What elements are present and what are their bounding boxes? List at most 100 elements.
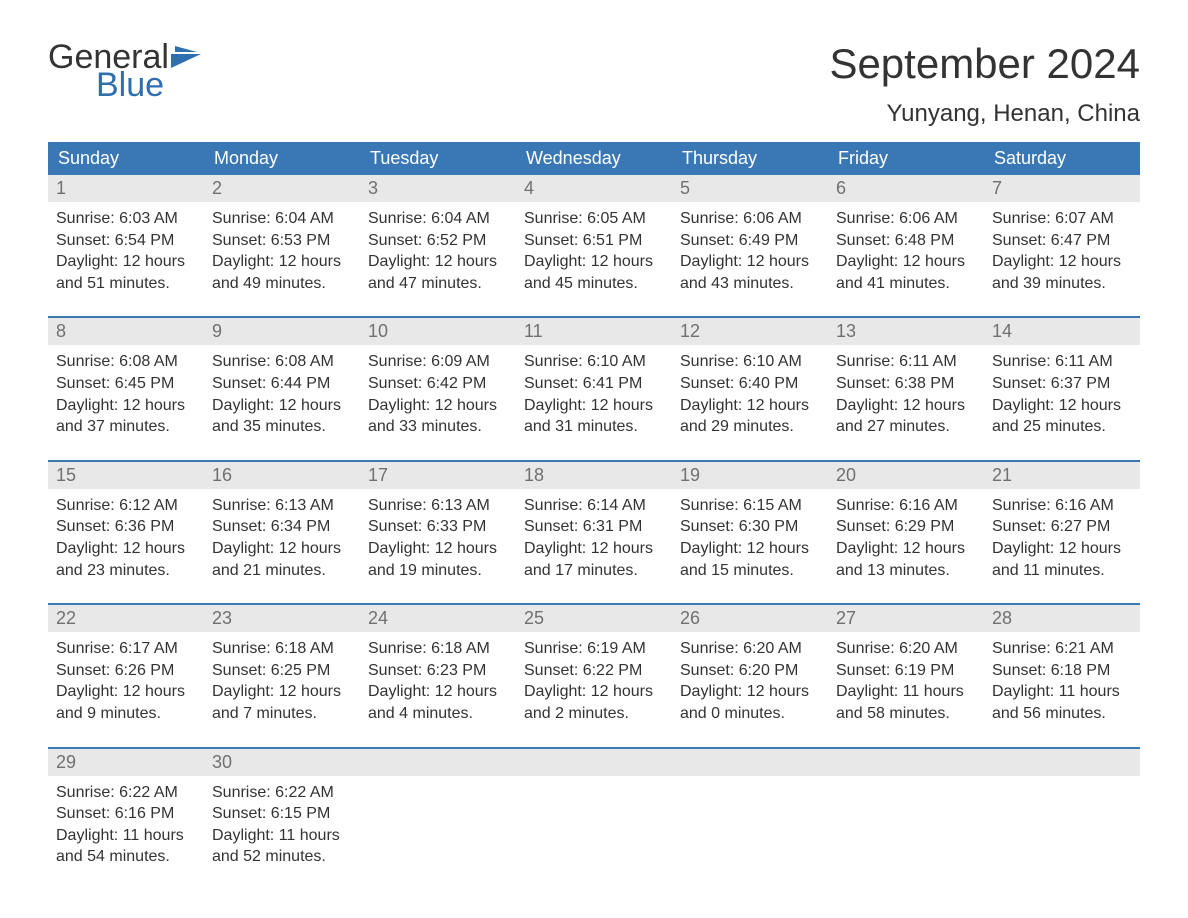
day-detail-line: Daylight: 11 hours [836,681,976,703]
day-detail-line: Daylight: 12 hours [56,538,196,560]
weekday-header: Sunday [48,142,204,175]
day-detail-line: and 39 minutes. [992,273,1132,295]
logo-word-2: Blue [96,68,201,102]
day-detail-line: Sunset: 6:25 PM [212,660,352,682]
day-detail-line: Daylight: 12 hours [368,681,508,703]
calendar-day-cell: 1Sunrise: 6:03 AMSunset: 6:54 PMDaylight… [48,175,204,302]
calendar-day-cell: 7Sunrise: 6:07 AMSunset: 6:47 PMDaylight… [984,175,1140,302]
calendar-day-cell: 5Sunrise: 6:06 AMSunset: 6:49 PMDaylight… [672,175,828,302]
calendar-day-cell: 25Sunrise: 6:19 AMSunset: 6:22 PMDayligh… [516,605,672,732]
calendar-day-cell: 9Sunrise: 6:08 AMSunset: 6:44 PMDaylight… [204,318,360,445]
day-number: 8 [48,318,204,345]
day-detail-line: Sunrise: 6:17 AM [56,638,196,660]
day-detail-line: Sunset: 6:44 PM [212,373,352,395]
day-detail-line: and 35 minutes. [212,416,352,438]
day-details: Sunrise: 6:22 AMSunset: 6:16 PMDaylight:… [48,776,204,868]
day-number: 28 [984,605,1140,632]
day-detail-line: Sunset: 6:16 PM [56,803,196,825]
day-detail-line: and 29 minutes. [680,416,820,438]
day-details: Sunrise: 6:21 AMSunset: 6:18 PMDaylight:… [984,632,1140,724]
day-number: 15 [48,462,204,489]
day-detail-line: Sunrise: 6:20 AM [680,638,820,660]
day-detail-line: Daylight: 12 hours [524,681,664,703]
day-number [360,749,516,776]
day-detail-line: Sunrise: 6:08 AM [212,351,352,373]
day-detail-line: and 13 minutes. [836,560,976,582]
day-number: 20 [828,462,984,489]
day-detail-line: and 51 minutes. [56,273,196,295]
day-detail-line: Sunrise: 6:16 AM [992,495,1132,517]
day-detail-line: Daylight: 12 hours [680,538,820,560]
day-number: 2 [204,175,360,202]
weekday-header: Friday [828,142,984,175]
day-detail-line: Sunrise: 6:18 AM [212,638,352,660]
day-number: 25 [516,605,672,632]
day-details: Sunrise: 6:10 AMSunset: 6:41 PMDaylight:… [516,345,672,437]
day-number: 23 [204,605,360,632]
day-number: 1 [48,175,204,202]
calendar-day-cell: 17Sunrise: 6:13 AMSunset: 6:33 PMDayligh… [360,462,516,589]
day-details: Sunrise: 6:05 AMSunset: 6:51 PMDaylight:… [516,202,672,294]
day-number: 29 [48,749,204,776]
day-detail-line: Sunset: 6:53 PM [212,230,352,252]
day-detail-line: Sunrise: 6:15 AM [680,495,820,517]
calendar-day-cell [828,749,984,876]
day-detail-line: Sunset: 6:20 PM [680,660,820,682]
day-detail-line: and 33 minutes. [368,416,508,438]
day-detail-line: Daylight: 12 hours [992,251,1132,273]
calendar-week-row: 8Sunrise: 6:08 AMSunset: 6:45 PMDaylight… [48,316,1140,445]
day-number: 16 [204,462,360,489]
day-number: 7 [984,175,1140,202]
day-detail-line: and 45 minutes. [524,273,664,295]
logo: General Blue [48,40,201,102]
day-detail-line: Sunset: 6:51 PM [524,230,664,252]
weekday-header: Thursday [672,142,828,175]
day-detail-line: Daylight: 12 hours [524,395,664,417]
day-detail-line: Sunrise: 6:21 AM [992,638,1132,660]
day-detail-line: and 4 minutes. [368,703,508,725]
day-detail-line: Sunset: 6:31 PM [524,516,664,538]
day-detail-line: Sunrise: 6:10 AM [524,351,664,373]
day-details: Sunrise: 6:13 AMSunset: 6:33 PMDaylight:… [360,489,516,581]
day-detail-line: and 58 minutes. [836,703,976,725]
day-number: 17 [360,462,516,489]
calendar-day-cell: 14Sunrise: 6:11 AMSunset: 6:37 PMDayligh… [984,318,1140,445]
day-number [984,749,1140,776]
day-details: Sunrise: 6:16 AMSunset: 6:29 PMDaylight:… [828,489,984,581]
calendar-day-cell: 15Sunrise: 6:12 AMSunset: 6:36 PMDayligh… [48,462,204,589]
day-details: Sunrise: 6:22 AMSunset: 6:15 PMDaylight:… [204,776,360,868]
day-detail-line: Sunrise: 6:18 AM [368,638,508,660]
calendar-day-cell: 8Sunrise: 6:08 AMSunset: 6:45 PMDaylight… [48,318,204,445]
day-details: Sunrise: 6:17 AMSunset: 6:26 PMDaylight:… [48,632,204,724]
day-detail-line: and 23 minutes. [56,560,196,582]
day-details: Sunrise: 6:13 AMSunset: 6:34 PMDaylight:… [204,489,360,581]
day-detail-line: Sunrise: 6:19 AM [524,638,664,660]
day-number: 4 [516,175,672,202]
day-detail-line: Sunset: 6:38 PM [836,373,976,395]
location-subtitle: Yunyang, Henan, China [829,100,1140,128]
day-detail-line: Daylight: 11 hours [992,681,1132,703]
day-detail-line: Sunrise: 6:06 AM [680,208,820,230]
day-detail-line: and 15 minutes. [680,560,820,582]
day-detail-line: Sunset: 6:23 PM [368,660,508,682]
day-details: Sunrise: 6:09 AMSunset: 6:42 PMDaylight:… [360,345,516,437]
day-detail-line: and 31 minutes. [524,416,664,438]
weekday-header: Tuesday [360,142,516,175]
day-detail-line: Sunrise: 6:13 AM [212,495,352,517]
day-details: Sunrise: 6:03 AMSunset: 6:54 PMDaylight:… [48,202,204,294]
day-detail-line: and 54 minutes. [56,846,196,868]
day-details: Sunrise: 6:11 AMSunset: 6:38 PMDaylight:… [828,345,984,437]
calendar-day-cell: 24Sunrise: 6:18 AMSunset: 6:23 PMDayligh… [360,605,516,732]
day-details: Sunrise: 6:20 AMSunset: 6:19 PMDaylight:… [828,632,984,724]
calendar-day-cell: 22Sunrise: 6:17 AMSunset: 6:26 PMDayligh… [48,605,204,732]
day-details: Sunrise: 6:04 AMSunset: 6:52 PMDaylight:… [360,202,516,294]
day-detail-line: Sunrise: 6:10 AM [680,351,820,373]
day-detail-line: Sunset: 6:36 PM [56,516,196,538]
day-detail-line: Daylight: 12 hours [212,681,352,703]
day-detail-line: Daylight: 12 hours [992,395,1132,417]
day-details: Sunrise: 6:18 AMSunset: 6:25 PMDaylight:… [204,632,360,724]
day-detail-line: Sunrise: 6:20 AM [836,638,976,660]
day-detail-line: Daylight: 12 hours [56,681,196,703]
day-details: Sunrise: 6:11 AMSunset: 6:37 PMDaylight:… [984,345,1140,437]
day-detail-line: and 17 minutes. [524,560,664,582]
